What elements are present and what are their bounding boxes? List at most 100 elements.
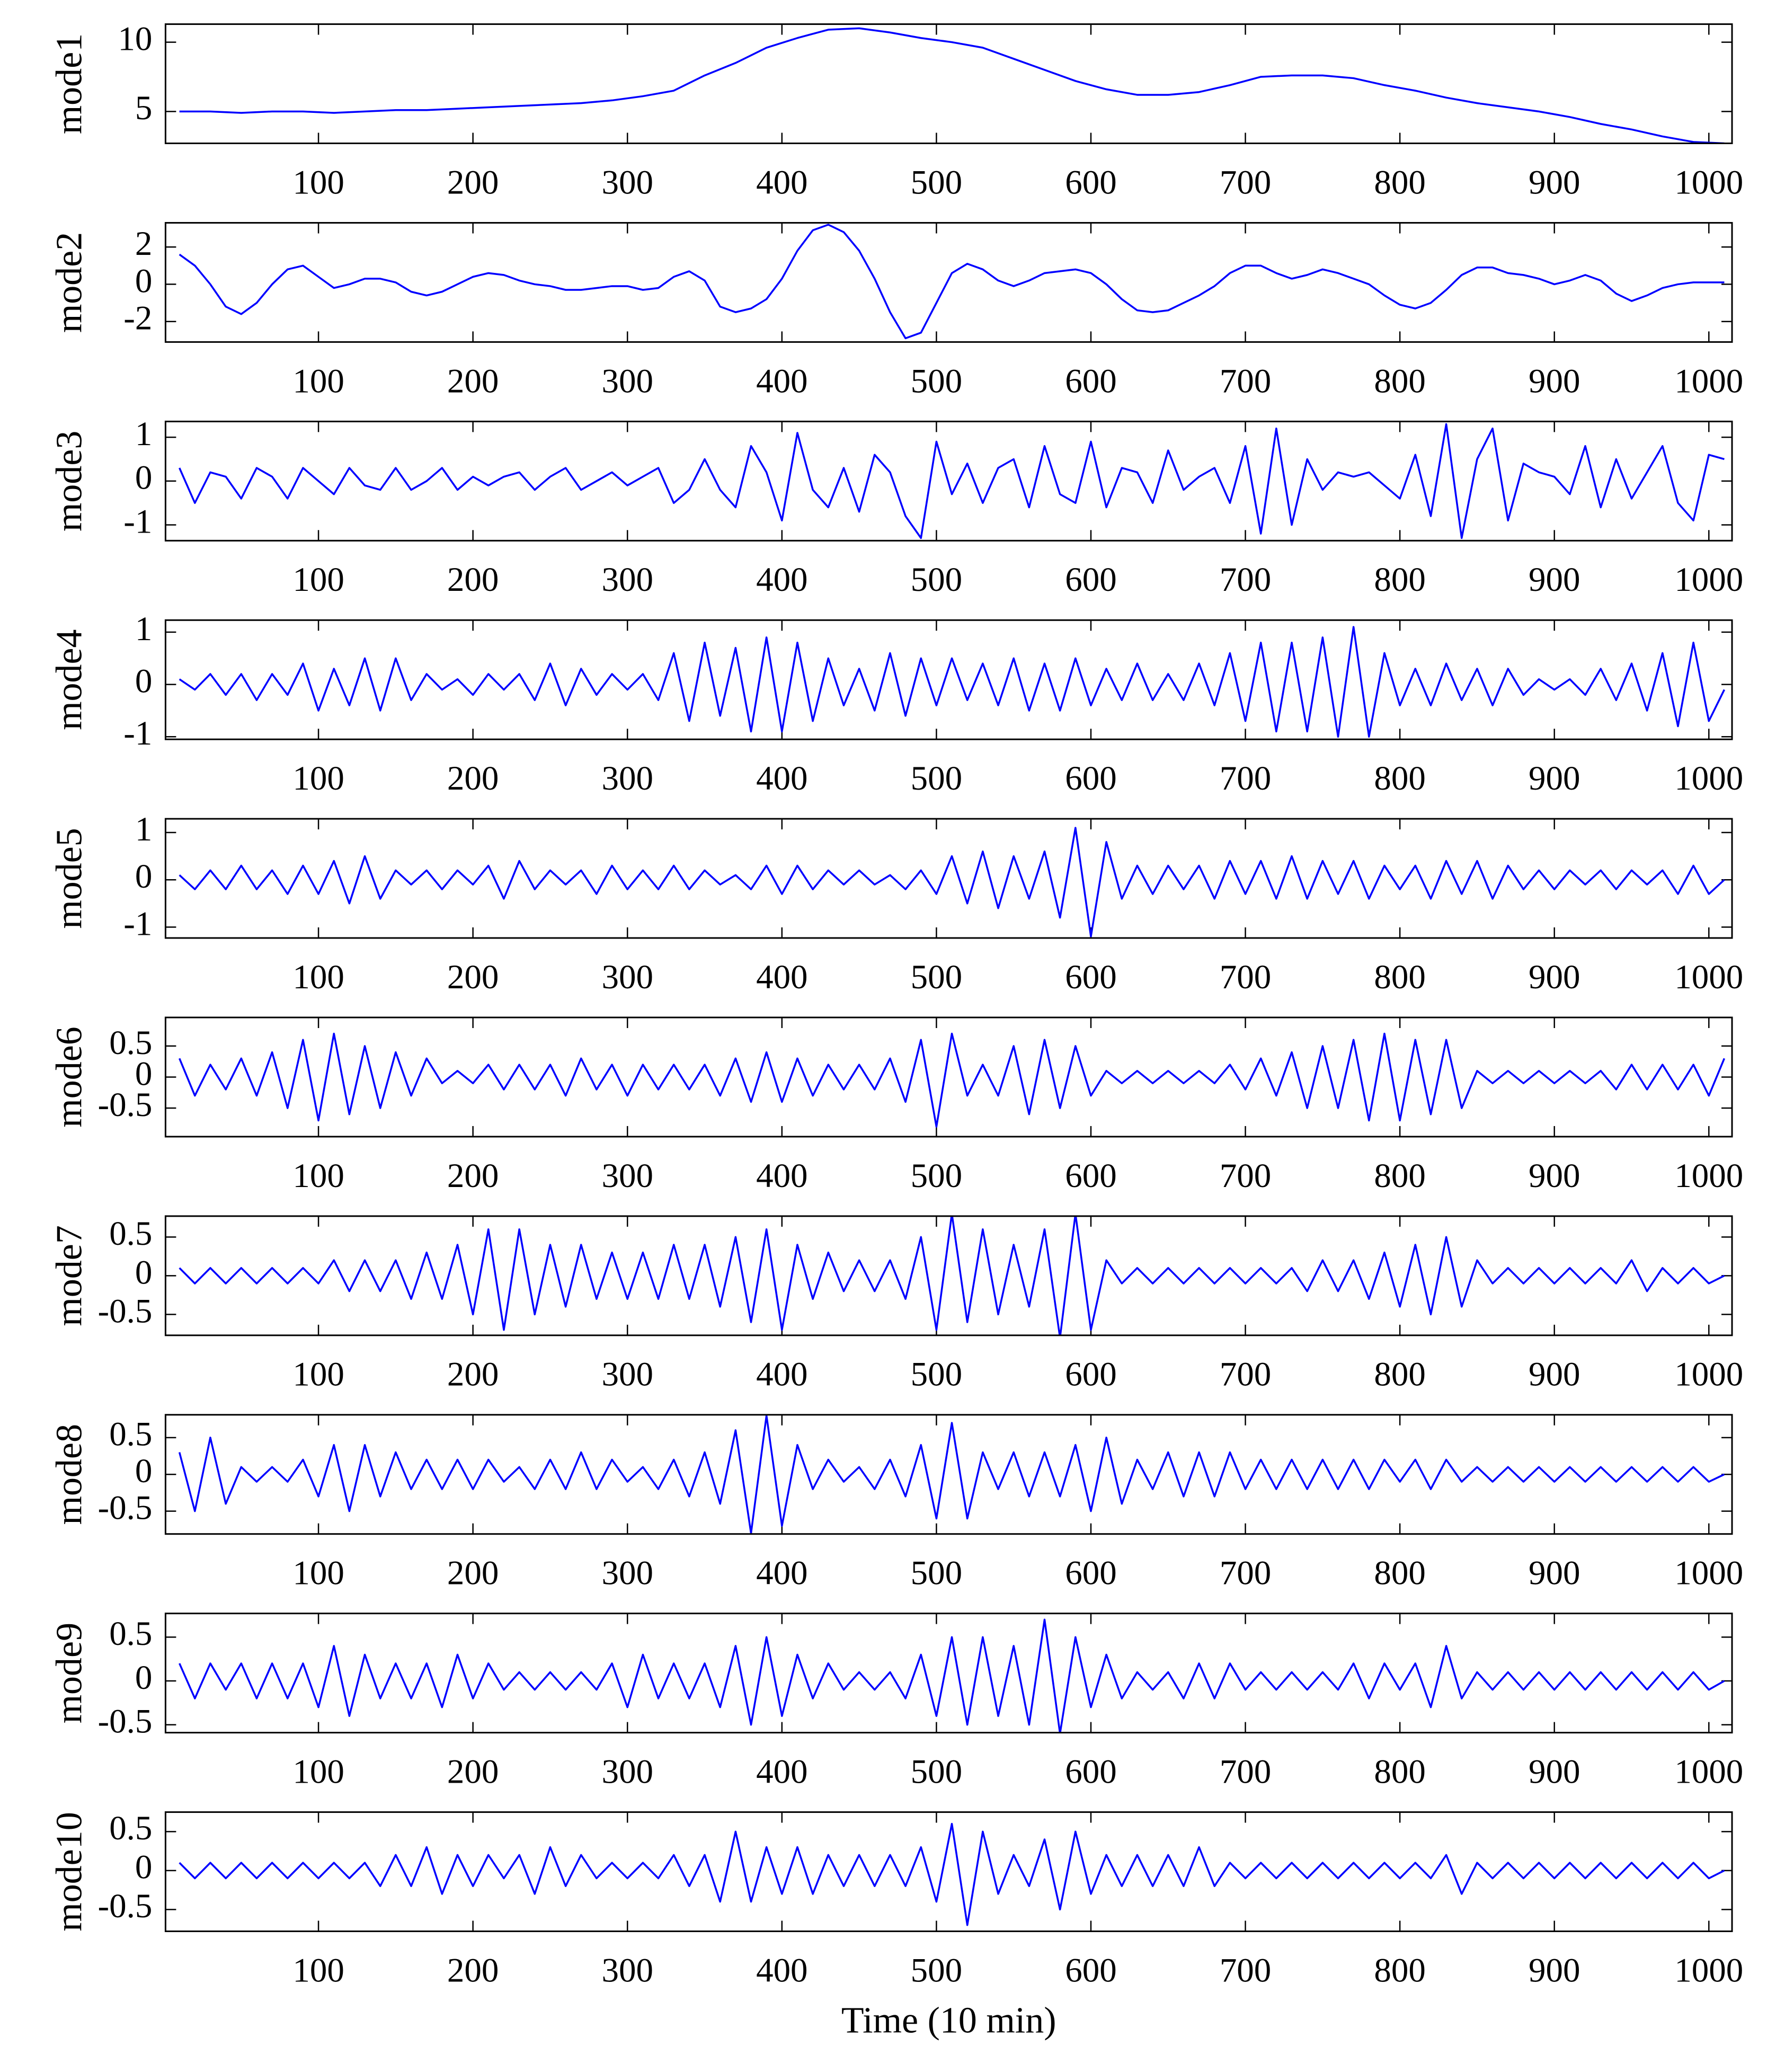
x-tick-label: 300: [602, 1951, 653, 1989]
x-tick-label: 1000: [1674, 163, 1743, 201]
x-tick-label: 400: [756, 362, 807, 400]
signal-line: [179, 626, 1726, 738]
x-tick-label: 400: [756, 1157, 807, 1195]
x-tick-label: 500: [911, 1356, 962, 1394]
y-tick-label: -1: [123, 502, 152, 541]
axes-box: [164, 23, 1733, 144]
x-tick-label: 200: [447, 1157, 499, 1195]
y-tick-label: 10: [118, 20, 152, 58]
x-tick-label: 800: [1374, 1554, 1425, 1592]
x-tick-label: 500: [911, 561, 962, 599]
x-tick-label: 900: [1529, 1157, 1580, 1195]
x-tick-label: 800: [1374, 362, 1425, 400]
x-tick-label: 900: [1529, 1752, 1580, 1791]
x-tick-label: 500: [911, 759, 962, 798]
x-tick-label: 300: [602, 1752, 653, 1791]
x-tick-label: 800: [1374, 958, 1425, 996]
x-tick-label: 500: [911, 362, 962, 400]
x-tick-label: 100: [292, 561, 344, 599]
x-tick-label: 600: [1065, 1951, 1116, 1989]
axes-box: [164, 1016, 1733, 1138]
y-tick-label: 1: [135, 610, 152, 648]
y-tick-label: 0: [135, 1848, 152, 1887]
y-tick-label: 0: [135, 662, 152, 700]
x-tick-label: 500: [911, 1157, 962, 1195]
y-axis-label: mode9: [49, 1623, 90, 1723]
axes-box: [164, 1414, 1733, 1535]
x-tick-label: 800: [1374, 1752, 1425, 1791]
x-tick-label: 1000: [1674, 362, 1743, 400]
y-tick-label: 0: [135, 857, 152, 896]
x-tick-label: 100: [292, 362, 344, 400]
signal-line: [179, 1822, 1725, 1926]
x-tick-label: 100: [292, 1356, 344, 1394]
x-tick-label: 600: [1065, 561, 1116, 599]
signal-line: [179, 423, 1725, 539]
x-tick-label: 400: [756, 1356, 807, 1394]
x-tick-label: 700: [1220, 958, 1271, 996]
x-tick-label: 400: [756, 1554, 807, 1592]
x-tick-label: 600: [1065, 759, 1116, 798]
signal-line: [179, 827, 1725, 938]
x-tick-label: 700: [1220, 1752, 1271, 1791]
x-tick-label: 100: [292, 163, 344, 201]
x-tick-label: 700: [1220, 759, 1271, 798]
y-axis-label: mode1: [49, 33, 90, 134]
y-tick-label: -0.5: [98, 1489, 153, 1527]
y-tick-label: 5: [135, 89, 152, 127]
x-tick-label: 200: [447, 958, 499, 996]
y-tick-label: 2: [135, 225, 152, 263]
signal-line: [179, 1032, 1726, 1128]
x-tick-label: 100: [292, 958, 344, 996]
x-tick-label: 300: [602, 163, 653, 201]
x-tick-label: 100: [292, 1951, 344, 1989]
x-tick-label: 600: [1065, 1554, 1116, 1592]
axes-box: [164, 420, 1733, 542]
y-tick-label: -2: [123, 299, 152, 338]
x-tick-label: 800: [1374, 1356, 1425, 1394]
axes-box: [164, 818, 1733, 939]
x-tick-label: 200: [447, 1554, 499, 1592]
x-tick-label: 1000: [1674, 1951, 1743, 1989]
x-tick-label: 500: [911, 1554, 962, 1592]
y-tick-label: 0: [135, 1659, 152, 1697]
signal-line: [179, 27, 1725, 144]
x-tick-label: 600: [1065, 163, 1116, 201]
y-axis-label: mode5: [49, 828, 90, 928]
y-axis-label: mode10: [49, 1812, 90, 1931]
x-tick-label: 100: [292, 1752, 344, 1791]
axes-box: [164, 619, 1733, 740]
x-tick-label: 900: [1529, 1951, 1580, 1989]
x-tick-label: 1000: [1674, 561, 1743, 599]
x-tick-label: 700: [1220, 561, 1271, 599]
x-tick-label: 1000: [1674, 1157, 1743, 1195]
axes-box: [164, 1613, 1733, 1734]
y-tick-label: -0.5: [98, 1292, 153, 1330]
x-tick-label: 1000: [1674, 958, 1743, 996]
y-tick-label: 0: [135, 262, 152, 300]
y-tick-label: -1: [123, 905, 152, 943]
x-tick-label: 800: [1374, 759, 1425, 798]
x-tick-label: 500: [911, 163, 962, 201]
signal-line: [179, 1216, 1725, 1335]
y-tick-label: 0.5: [109, 1024, 152, 1062]
x-tick-label: 800: [1374, 1951, 1425, 1989]
y-tick-label: -0.5: [98, 1086, 153, 1124]
y-tick-label: 0.5: [109, 1615, 152, 1653]
x-tick-label: 200: [447, 759, 499, 798]
x-tick-label: 900: [1529, 958, 1580, 996]
y-tick-label: 0: [135, 459, 152, 497]
y-axis-label: mode8: [49, 1424, 90, 1525]
y-axis-label: mode7: [49, 1225, 90, 1326]
x-tick-label: 500: [911, 1951, 962, 1989]
x-tick-label: 400: [756, 958, 807, 996]
x-tick-label: 600: [1065, 1157, 1116, 1195]
x-tick-label: 1000: [1674, 759, 1743, 798]
x-tick-label: 500: [911, 1752, 962, 1791]
x-tick-label: 900: [1529, 1356, 1580, 1394]
y-tick-label: 0: [135, 1452, 152, 1490]
x-tick-label: 900: [1529, 362, 1580, 400]
x-tick-label: 700: [1220, 1356, 1271, 1394]
